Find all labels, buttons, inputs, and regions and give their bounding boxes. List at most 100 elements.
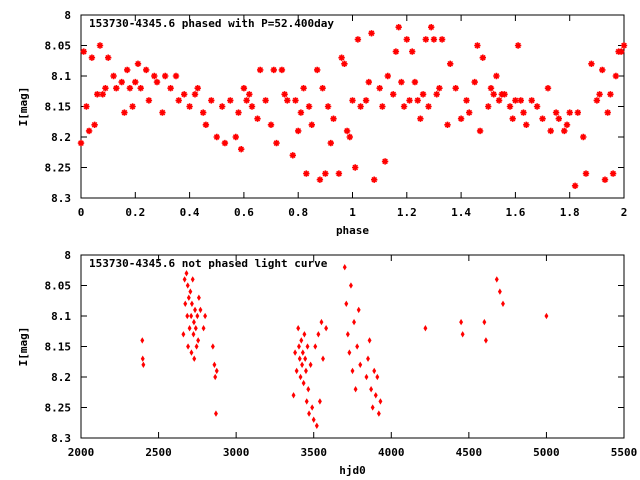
raw-data-point [317, 398, 322, 405]
phased-data-point [254, 115, 261, 122]
phased-data-point [466, 109, 473, 116]
raw-data-point [301, 379, 306, 387]
raw-data-point [186, 294, 191, 301]
phased-data-point [485, 103, 492, 110]
raw-data-point [191, 318, 196, 326]
phased-data-point [547, 127, 554, 135]
phased-data-point [221, 139, 229, 147]
phased-data-point [137, 85, 144, 92]
phased-data-point [555, 115, 562, 122]
phased-data-point [129, 103, 136, 110]
phased-x-tick-label: 1.4 [451, 206, 471, 219]
raw-x-tick-label: 4500 [456, 446, 483, 459]
raw-data-point [291, 392, 296, 399]
phased-data-point [520, 109, 527, 116]
raw-plot-frame [80, 254, 625, 439]
phased-data-point [305, 103, 313, 110]
phased-y-tick-label: 8 [64, 9, 71, 22]
phased-data-point [512, 97, 519, 104]
phased-data-point [284, 97, 291, 104]
phased-data-point [471, 78, 478, 86]
phased-data-point [571, 182, 579, 189]
phased-data-point [134, 60, 142, 67]
phased-data-point [295, 127, 302, 135]
raw-data-point [311, 416, 316, 423]
phased-y-tick-label: 8.1 [51, 70, 71, 83]
raw-data-point [181, 331, 186, 338]
raw-data-point [350, 367, 355, 375]
raw-data-point [367, 337, 372, 344]
phased-data-point [83, 103, 90, 110]
phased-data-point [121, 109, 128, 116]
phased-x-tick-label: 1 [349, 206, 356, 219]
phased-data-point [124, 66, 131, 74]
phased-data-point [414, 97, 421, 104]
raw-x-tick-label: 2000 [68, 446, 95, 459]
phased-data-point [202, 121, 210, 128]
phased-data-point [338, 54, 345, 61]
raw-y-tick-label: 8.1 [51, 310, 71, 323]
phased-data-point [243, 97, 250, 104]
raw-y-tick-label: 8.2 [51, 371, 71, 384]
phased-data-point [94, 91, 101, 98]
raw-data-point [482, 318, 487, 326]
raw-data-point [203, 312, 208, 320]
phased-data-point [390, 91, 397, 98]
raw-x-axis-label: hjd0 [339, 464, 366, 477]
phased-data-point [162, 72, 169, 80]
phased-data-point [273, 139, 280, 147]
raw-data-point [193, 306, 197, 314]
phased-data-point [604, 109, 611, 116]
phased-data-point [143, 66, 150, 74]
phased-plot-frame [80, 14, 625, 199]
phased-data-point [77, 139, 85, 147]
phased-data-point [422, 36, 429, 43]
phased-data-point [235, 109, 242, 116]
phased-data-point [99, 91, 106, 98]
phased-x-tick-label: 1.6 [505, 206, 525, 219]
raw-data-point [212, 361, 217, 368]
raw-data-points [140, 264, 549, 429]
phased-data-point [145, 97, 153, 104]
phased-data-point [490, 91, 497, 98]
phased-data-point [126, 85, 134, 92]
phased-data-point [588, 60, 595, 67]
raw-data-point [352, 318, 357, 326]
phased-data-point [433, 91, 440, 98]
phased-data-point [352, 164, 359, 171]
phased-data-point [96, 42, 104, 49]
phased-data-point [346, 133, 353, 141]
phased-data-point [430, 36, 438, 43]
raw-data-point [483, 337, 488, 344]
phased-data-point [102, 85, 109, 92]
phased-data-point [167, 85, 174, 92]
phased-data-point [501, 91, 508, 98]
raw-data-point [355, 343, 360, 350]
raw-data-point [314, 422, 319, 429]
raw-data-point [372, 367, 377, 375]
phased-data-point [411, 78, 419, 86]
raw-data-point [305, 343, 310, 350]
phased-data-point [395, 24, 402, 31]
phased-y-tick-label: 8.25 [45, 162, 72, 175]
phased-data-point [607, 91, 614, 98]
raw-data-point [348, 282, 353, 289]
raw-data-point [214, 410, 218, 417]
phased-data-point [495, 97, 503, 104]
phased-chart-title: 153730-4345.6 phased with P=52.400day [89, 17, 334, 30]
phased-data-point [270, 66, 277, 74]
raw-data-point [297, 343, 301, 350]
phased-data-point [438, 36, 446, 43]
phased-data-point [376, 85, 383, 92]
phased-data-point [91, 121, 98, 128]
phased-data-point [580, 133, 587, 141]
phased-data-point [300, 85, 307, 92]
raw-data-point [342, 264, 347, 271]
phased-data-point [341, 60, 348, 67]
phased-data-point [132, 78, 139, 86]
phased-x-tick-label: 0.2 [125, 206, 145, 219]
phased-data-point [322, 170, 329, 177]
phased-data-point [544, 85, 552, 92]
phased-data-point [552, 109, 560, 116]
